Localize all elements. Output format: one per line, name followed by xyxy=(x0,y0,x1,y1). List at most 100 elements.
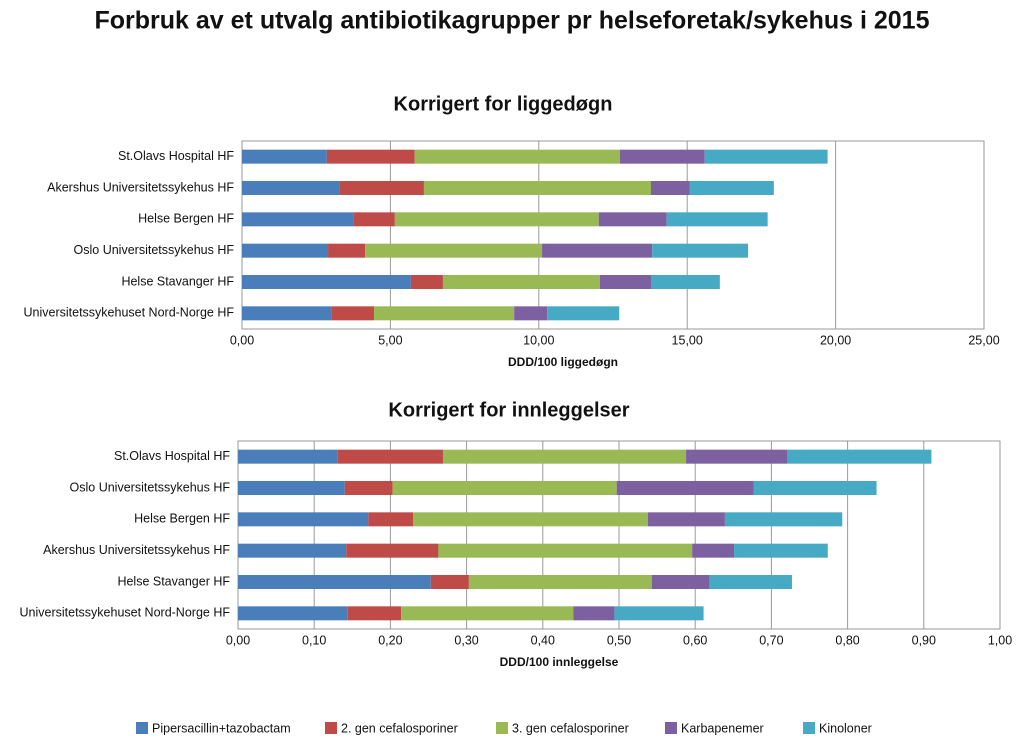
bar-segment xyxy=(709,575,792,589)
x-tick-label: 0,40 xyxy=(531,633,555,647)
x-axis-label: DDD/100 liggedøgn xyxy=(508,355,618,369)
legend-swatch xyxy=(803,722,815,734)
legend-swatch xyxy=(136,722,148,734)
x-tick-label: 0,70 xyxy=(759,633,783,647)
x-tick-label: 0,00 xyxy=(230,333,254,347)
bar-segment xyxy=(442,449,687,464)
bar-segment xyxy=(353,212,395,227)
x-tick-label: 10,00 xyxy=(523,333,554,347)
legend-label: Kinoloner xyxy=(819,721,872,735)
bar-segment xyxy=(238,449,338,464)
bar-segment xyxy=(666,212,768,227)
bar-segment xyxy=(647,512,725,527)
y-tick-label: Akershus Universitetssykehus HF xyxy=(47,180,234,194)
bar-segment xyxy=(401,606,574,621)
bar-segment xyxy=(238,512,369,527)
bar-segment xyxy=(423,181,651,195)
legend-label: Pipersacillin+tazobactam xyxy=(152,721,291,735)
bar-segment xyxy=(689,181,774,195)
bar-segment xyxy=(337,449,443,464)
bar-segment xyxy=(614,606,704,621)
bar-segment xyxy=(547,306,620,321)
x-tick-label: 15,00 xyxy=(672,333,703,347)
bar-segment xyxy=(692,543,735,558)
y-tick-label: Helse Stavanger HF xyxy=(117,574,230,588)
bar-segment xyxy=(598,212,667,227)
bar-segment xyxy=(430,575,469,589)
bar-segment xyxy=(724,512,843,527)
bar-segment xyxy=(704,149,828,164)
bar-segment xyxy=(599,275,651,289)
bar-segment xyxy=(650,181,690,195)
bar-segment xyxy=(394,212,599,227)
y-tick-label: Universitetssykehuset Nord-Norge HF xyxy=(20,606,231,620)
bar-segment xyxy=(787,449,932,464)
x-tick-label: 1,00 xyxy=(988,633,1012,647)
bar-segment xyxy=(242,306,332,321)
legend-label: 3. gen cefalosporiner xyxy=(512,721,629,735)
bar-segment xyxy=(413,512,648,527)
legend-label: Karbapenemer xyxy=(681,721,764,735)
bar-segment xyxy=(414,149,620,164)
legend-swatch xyxy=(496,722,508,734)
x-tick-label: 25,00 xyxy=(968,333,999,347)
bar-segment xyxy=(344,481,393,495)
bar-segment xyxy=(242,149,327,164)
bar-segment xyxy=(686,449,788,464)
bar-segment xyxy=(374,306,515,321)
bar-segment xyxy=(368,512,414,527)
x-tick-label: 0,10 xyxy=(302,633,326,647)
legend-swatch xyxy=(325,722,337,734)
bar-segment xyxy=(238,606,348,621)
bar-segment xyxy=(339,181,424,195)
chart-subtitle: Korrigert for innleggelser xyxy=(388,399,629,421)
bar-segment xyxy=(392,481,617,495)
y-tick-label: Oslo Universitetssykehus HF xyxy=(70,480,231,494)
bar-segment xyxy=(242,275,411,289)
bar-segment xyxy=(652,243,749,258)
bar-segment xyxy=(346,543,439,558)
bar-segment xyxy=(347,606,402,621)
x-tick-label: 0,80 xyxy=(835,633,859,647)
bar-segment xyxy=(242,243,329,258)
bar-segment xyxy=(328,243,366,258)
bar-segment xyxy=(238,481,345,495)
legend-swatch xyxy=(665,722,677,734)
bar-segment xyxy=(442,275,600,289)
bar-segment xyxy=(651,575,710,589)
bar-segment xyxy=(542,243,653,258)
bar-segment xyxy=(365,243,543,258)
x-tick-label: 5,00 xyxy=(378,333,402,347)
y-tick-label: Helse Bergen HF xyxy=(134,512,230,526)
x-tick-label: 0,00 xyxy=(226,633,250,647)
x-axis-label: DDD/100 innleggelse xyxy=(500,655,619,669)
bar-segment xyxy=(238,543,347,558)
bar-segment xyxy=(619,149,705,164)
bar-segment xyxy=(242,212,354,227)
bar-segment xyxy=(468,575,652,589)
x-tick-label: 0,50 xyxy=(607,633,631,647)
legend-label: 2. gen cefalosporiner xyxy=(341,721,458,735)
bar-segment xyxy=(238,575,431,589)
y-tick-label: St.Olavs Hospital HF xyxy=(118,149,234,163)
bar-segment xyxy=(514,306,548,321)
x-tick-label: 20,00 xyxy=(820,333,851,347)
x-tick-label: 0,60 xyxy=(683,633,707,647)
bar-segment xyxy=(438,543,693,558)
bar-segment xyxy=(616,481,754,495)
chart-subtitle: Korrigert for liggedøgn xyxy=(394,93,613,115)
y-tick-label: Akershus Universitetssykehus HF xyxy=(43,543,230,557)
bar-segment xyxy=(410,275,443,289)
x-tick-label: 0,20 xyxy=(378,633,402,647)
bar-segment xyxy=(331,306,375,321)
y-tick-label: Oslo Universitetssykehus HF xyxy=(74,243,235,257)
bar-segment xyxy=(573,606,615,621)
bar-segment xyxy=(326,149,415,164)
main-title: Forbruk av et utvalg antibiotikagrupper … xyxy=(95,7,930,35)
y-tick-label: Helse Stavanger HF xyxy=(121,274,234,288)
y-tick-label: Universitetssykehuset Nord-Norge HF xyxy=(24,306,235,320)
bar-segment xyxy=(242,181,340,195)
bar-segment xyxy=(734,543,828,558)
bar-segment xyxy=(753,481,877,495)
